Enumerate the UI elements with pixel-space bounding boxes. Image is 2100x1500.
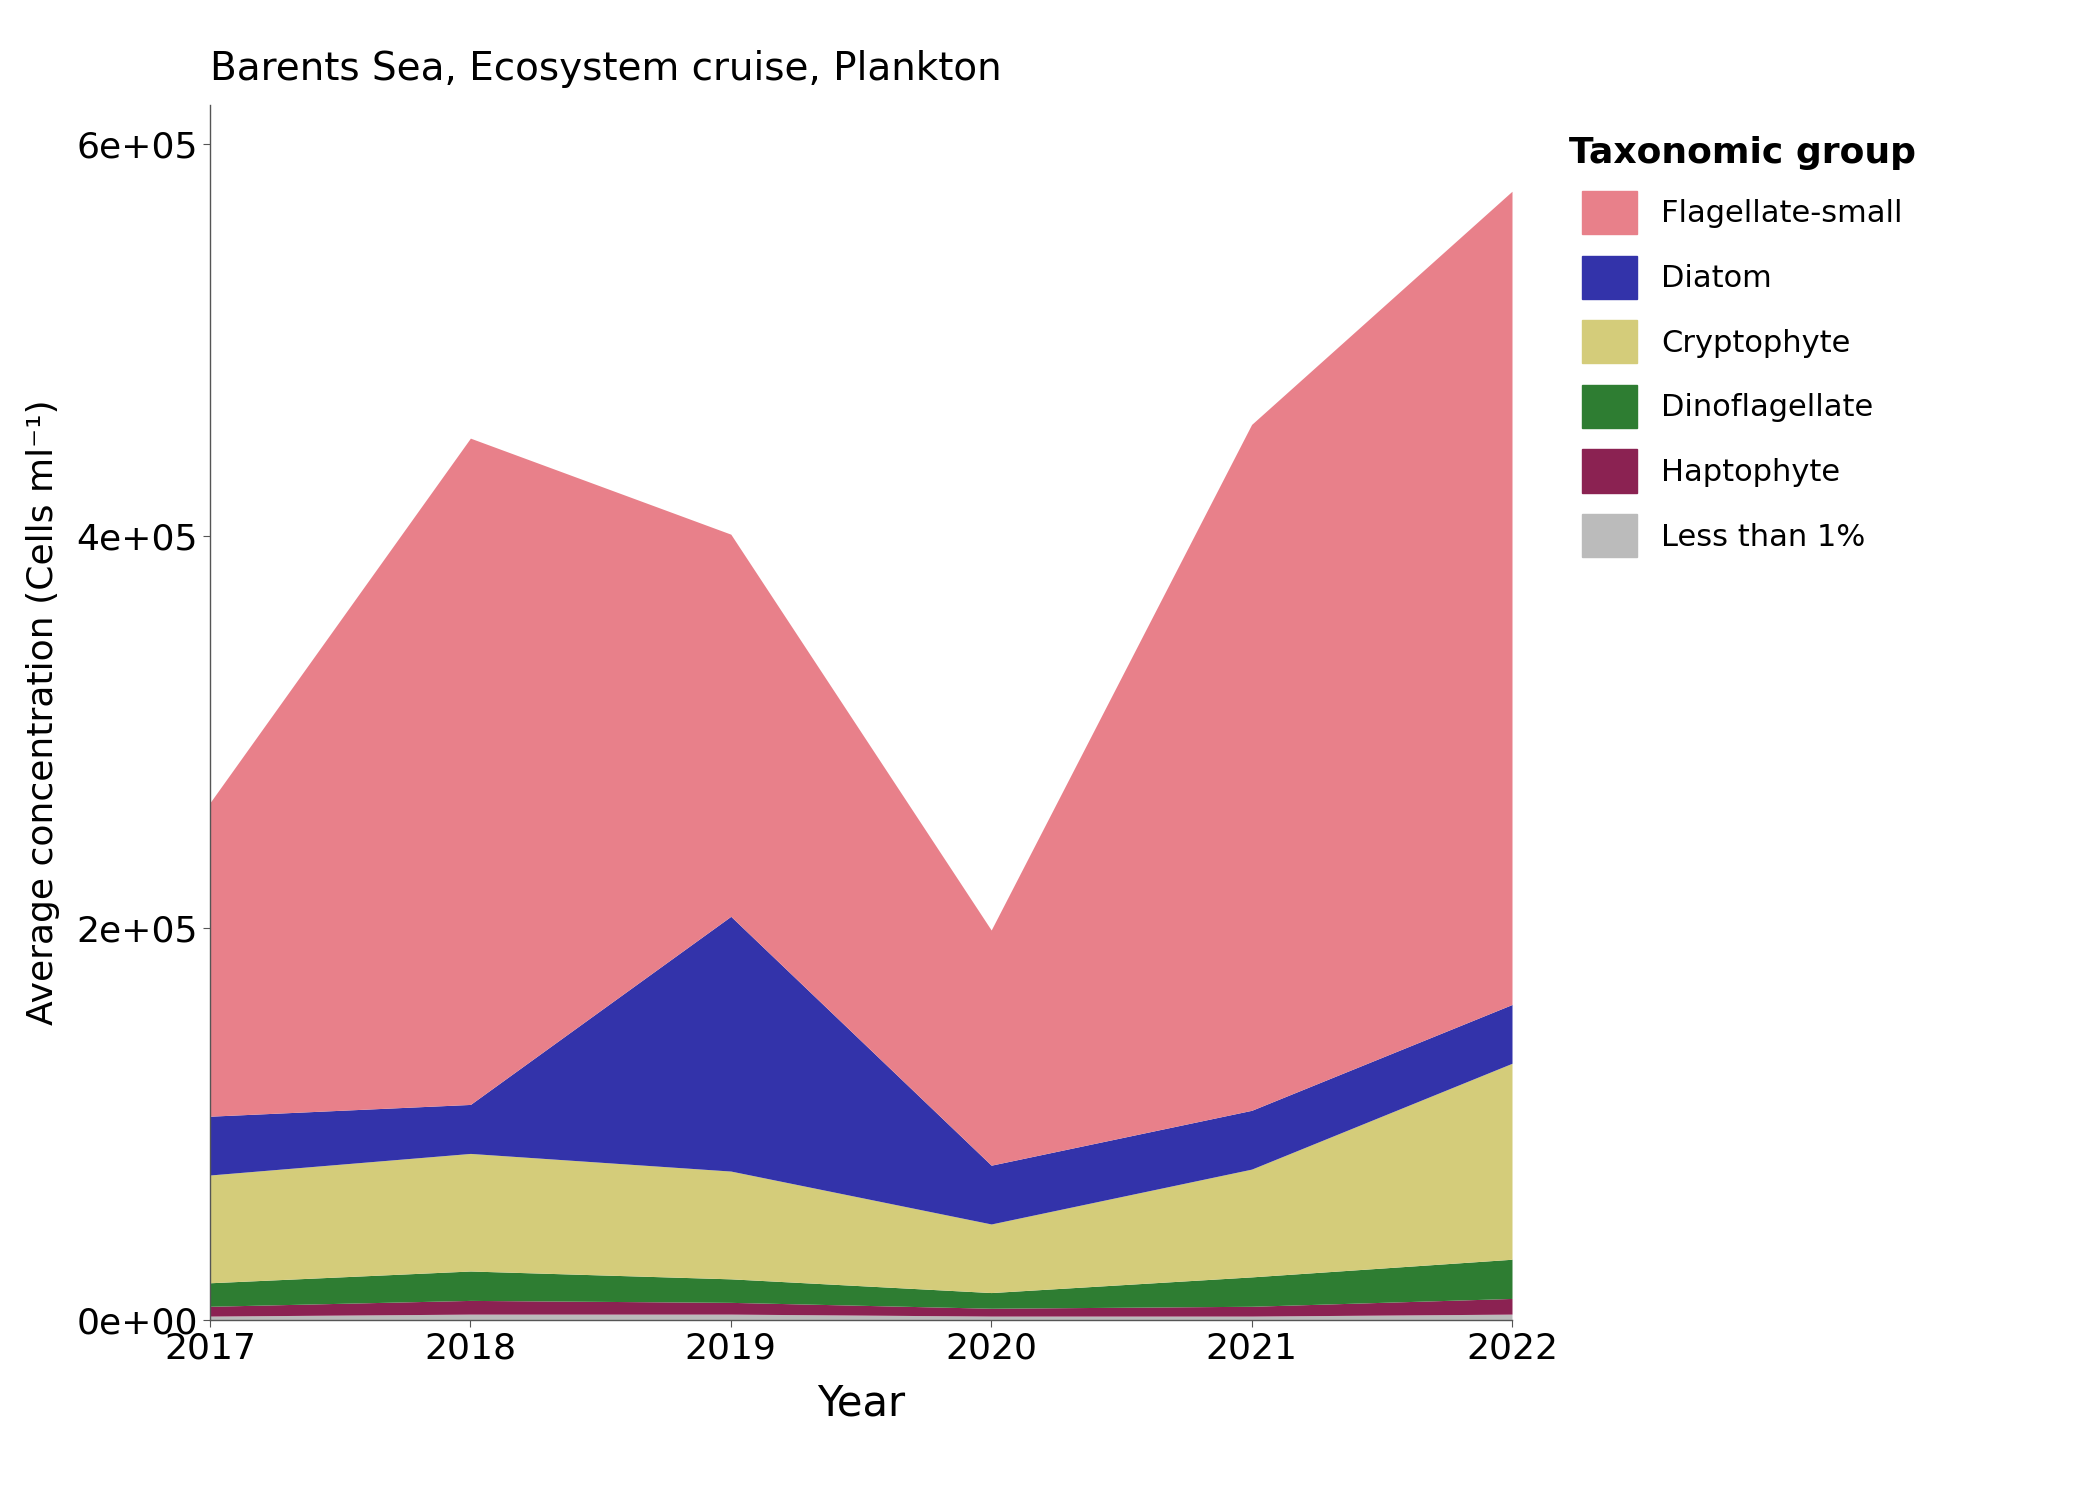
Legend: Flagellate-small, Diatom, Cryptophyte, Dinoflagellate, Haptophyte, Less than 1%: Flagellate-small, Diatom, Cryptophyte, D… [1554, 120, 1930, 573]
Text: Barents Sea, Ecosystem cruise, Plankton: Barents Sea, Ecosystem cruise, Plankton [210, 50, 1002, 88]
Y-axis label: Average concentration (Cells ml⁻¹): Average concentration (Cells ml⁻¹) [25, 399, 61, 1026]
X-axis label: Year: Year [817, 1383, 905, 1425]
